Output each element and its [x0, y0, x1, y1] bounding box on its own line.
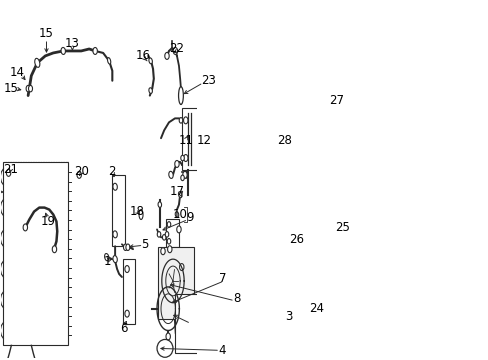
- Ellipse shape: [175, 212, 178, 217]
- Text: 10: 10: [172, 208, 187, 221]
- Ellipse shape: [178, 87, 183, 104]
- Ellipse shape: [52, 246, 57, 253]
- Text: 21: 21: [2, 163, 18, 176]
- Text: 6: 6: [120, 322, 127, 335]
- Text: 8: 8: [233, 292, 240, 305]
- Bar: [165, 220, 178, 247]
- Ellipse shape: [165, 333, 170, 340]
- Bar: [175, 294, 206, 353]
- Bar: [3, 162, 68, 345]
- Text: 26: 26: [288, 233, 304, 246]
- Text: 15: 15: [39, 27, 54, 40]
- Ellipse shape: [107, 58, 110, 64]
- Ellipse shape: [26, 85, 30, 92]
- Text: 3: 3: [285, 310, 292, 323]
- Ellipse shape: [113, 231, 117, 238]
- Text: 1: 1: [103, 255, 111, 267]
- Text: 11: 11: [178, 134, 193, 147]
- Ellipse shape: [148, 88, 152, 94]
- Ellipse shape: [173, 48, 177, 54]
- Text: 16: 16: [135, 49, 150, 62]
- Ellipse shape: [165, 231, 168, 237]
- Text: 14: 14: [10, 66, 25, 79]
- Ellipse shape: [113, 256, 117, 263]
- Text: 20: 20: [74, 165, 88, 179]
- Text: 23: 23: [201, 74, 216, 87]
- Ellipse shape: [162, 235, 165, 240]
- Ellipse shape: [167, 222, 170, 227]
- Ellipse shape: [61, 48, 65, 54]
- Ellipse shape: [181, 155, 184, 161]
- Ellipse shape: [28, 85, 32, 92]
- Ellipse shape: [113, 183, 117, 190]
- Bar: [182, 108, 203, 170]
- Text: 18: 18: [129, 205, 144, 218]
- Ellipse shape: [139, 210, 143, 220]
- Ellipse shape: [179, 118, 183, 123]
- Text: 25: 25: [334, 221, 349, 234]
- Text: 9: 9: [185, 211, 193, 224]
- Ellipse shape: [6, 170, 11, 176]
- Ellipse shape: [124, 266, 129, 273]
- Ellipse shape: [77, 171, 81, 178]
- Ellipse shape: [178, 192, 182, 198]
- Ellipse shape: [158, 202, 161, 207]
- Ellipse shape: [23, 224, 27, 231]
- Ellipse shape: [176, 226, 181, 233]
- Text: 24: 24: [308, 302, 324, 315]
- Text: 27: 27: [328, 94, 344, 107]
- Bar: [123, 259, 135, 324]
- Text: 5: 5: [141, 238, 148, 251]
- Ellipse shape: [149, 58, 152, 64]
- Text: 15: 15: [4, 82, 19, 95]
- Ellipse shape: [183, 117, 187, 124]
- Ellipse shape: [168, 171, 173, 179]
- Ellipse shape: [183, 154, 187, 162]
- Ellipse shape: [167, 246, 172, 253]
- Ellipse shape: [181, 175, 184, 181]
- Text: 28: 28: [277, 134, 291, 147]
- Ellipse shape: [164, 53, 169, 59]
- Text: 19: 19: [41, 215, 56, 228]
- Ellipse shape: [161, 248, 165, 255]
- Text: 7: 7: [219, 273, 226, 285]
- Text: 2: 2: [108, 165, 116, 179]
- Bar: [112, 175, 125, 246]
- Ellipse shape: [157, 339, 173, 357]
- Ellipse shape: [167, 239, 170, 244]
- Ellipse shape: [157, 231, 161, 237]
- Ellipse shape: [93, 48, 97, 54]
- Ellipse shape: [124, 310, 129, 317]
- Ellipse shape: [35, 58, 40, 67]
- Ellipse shape: [0, 188, 1, 195]
- Text: 17: 17: [169, 185, 184, 198]
- Text: 12: 12: [196, 134, 211, 147]
- Ellipse shape: [123, 244, 127, 251]
- Ellipse shape: [104, 253, 109, 261]
- Text: 4: 4: [218, 344, 225, 357]
- Ellipse shape: [183, 171, 187, 178]
- Ellipse shape: [179, 264, 183, 270]
- Bar: [158, 247, 194, 319]
- Ellipse shape: [125, 244, 130, 251]
- Text: 13: 13: [65, 36, 80, 50]
- Text: 22: 22: [169, 42, 184, 55]
- Ellipse shape: [174, 161, 179, 167]
